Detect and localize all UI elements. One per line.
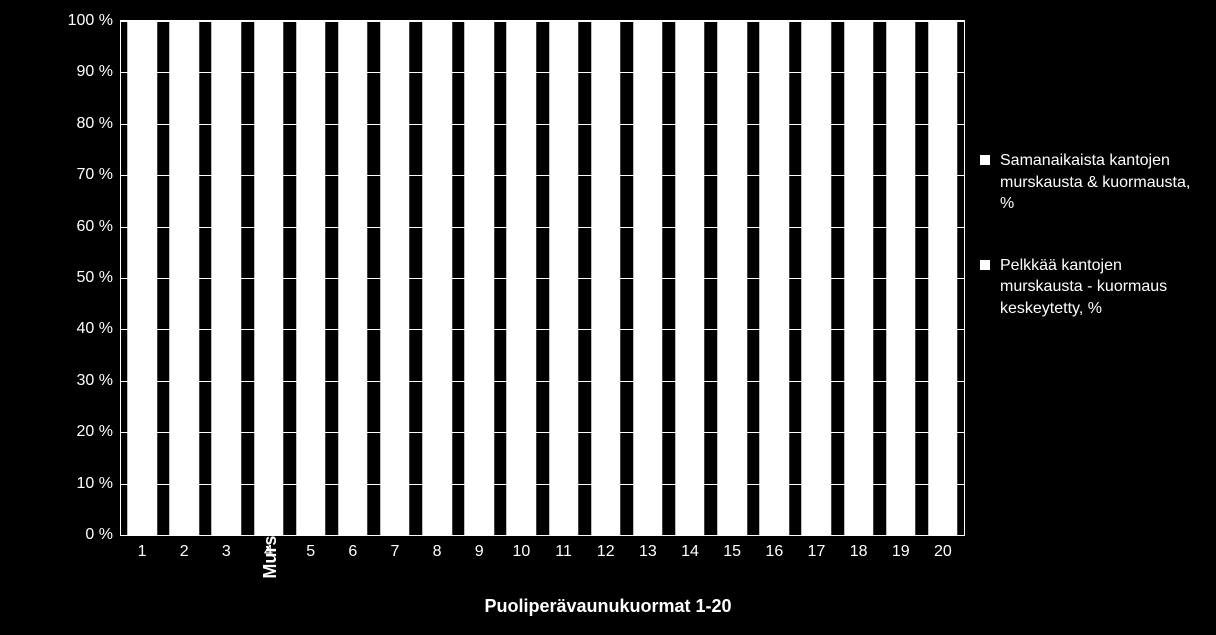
y-tick-label: 0 % [85, 526, 113, 544]
bar-slot: 11 [543, 21, 585, 535]
bar-slot: 14 [669, 21, 711, 535]
legend-label: Pelkkää kantojen murskausta - kuormaus k… [1000, 255, 1200, 320]
legend-item: Pelkkää kantojen murskausta - kuormaus k… [980, 255, 1200, 320]
bar [169, 21, 198, 535]
x-tick-label: 15 [723, 543, 741, 561]
bar-slot: 12 [585, 21, 627, 535]
legend-label: Samanaikaista kantojen murskausta & kuor… [1000, 150, 1200, 215]
x-tick-label: 17 [808, 543, 826, 561]
bar [633, 21, 662, 535]
bar-slot: 13 [627, 21, 669, 535]
bar [422, 21, 451, 535]
x-tick-label: 20 [934, 543, 952, 561]
x-tick-label: 4 [264, 543, 273, 561]
bar-slot: 8 [416, 21, 458, 535]
bar-slot: 17 [795, 21, 837, 535]
x-tick-label: 6 [348, 543, 357, 561]
y-tick-label: 60 % [77, 218, 113, 236]
bar-slot: 18 [838, 21, 880, 535]
bar [928, 21, 957, 535]
bar-slot: 20 [922, 21, 964, 535]
bar [675, 21, 704, 535]
x-tick-label: 8 [433, 543, 442, 561]
y-tick-label: 10 % [77, 475, 113, 493]
bar-slot: 6 [332, 21, 374, 535]
bar-slot: 10 [500, 21, 542, 535]
x-tick-label: 10 [513, 543, 531, 561]
y-tick-label: 50 % [77, 269, 113, 287]
x-tick-label: 3 [222, 543, 231, 561]
bar-slot: 9 [458, 21, 500, 535]
plot-area: 0 %10 %20 %30 %40 %50 %60 %70 %80 %90 %1… [120, 20, 965, 536]
x-tick-label: 18 [850, 543, 868, 561]
bar-slot: 15 [711, 21, 753, 535]
bar [802, 21, 831, 535]
y-tick-label: 90 % [77, 63, 113, 81]
bar [465, 21, 494, 535]
bar-slot: 1 [121, 21, 163, 535]
x-tick-label: 19 [892, 543, 910, 561]
y-tick-label: 20 % [77, 423, 113, 441]
x-tick-label: 14 [681, 543, 699, 561]
bar-slot: 3 [205, 21, 247, 535]
bar-slot: 7 [374, 21, 416, 535]
gridline [121, 535, 964, 536]
y-tick-label: 30 % [77, 372, 113, 390]
legend-item: Samanaikaista kantojen murskausta & kuor… [980, 150, 1200, 215]
bar [380, 21, 409, 535]
x-tick-label: 13 [639, 543, 657, 561]
bar-slot: 19 [880, 21, 922, 535]
y-tick-label: 40 % [77, 320, 113, 338]
bar-slot: 2 [163, 21, 205, 535]
bar [844, 21, 873, 535]
x-tick-label: 11 [555, 543, 572, 561]
x-tick-label: 7 [391, 543, 400, 561]
bar [338, 21, 367, 535]
bar [296, 21, 325, 535]
x-tick-label: 1 [138, 543, 147, 561]
x-tick-label: 12 [597, 543, 615, 561]
bar [507, 21, 536, 535]
legend: Samanaikaista kantojen murskausta & kuor… [980, 150, 1200, 360]
bar-slot: 5 [290, 21, 332, 535]
x-tick-label: 5 [306, 543, 315, 561]
bar-slot: 4 [247, 21, 289, 535]
bar [549, 21, 578, 535]
x-tick-label: 16 [765, 543, 783, 561]
x-axis-label: Puoliperävaunukuormat 1-20 [0, 596, 1216, 617]
x-tick-label: 2 [180, 543, 189, 561]
bar [212, 21, 241, 535]
bar-slot: 16 [753, 21, 795, 535]
bar [886, 21, 915, 535]
bar [717, 21, 746, 535]
x-tick-label: 9 [475, 543, 484, 561]
y-tick-label: 100 % [68, 12, 113, 30]
bar [127, 21, 156, 535]
chart-container: Murskauksen päätyövaiheiden suhteelliset… [0, 0, 1216, 635]
legend-marker-icon [980, 155, 990, 165]
bar [254, 21, 283, 535]
bar [760, 21, 789, 535]
bar [591, 21, 620, 535]
legend-marker-icon [980, 260, 990, 270]
y-tick-label: 80 % [77, 115, 113, 133]
y-tick-label: 70 % [77, 166, 113, 184]
